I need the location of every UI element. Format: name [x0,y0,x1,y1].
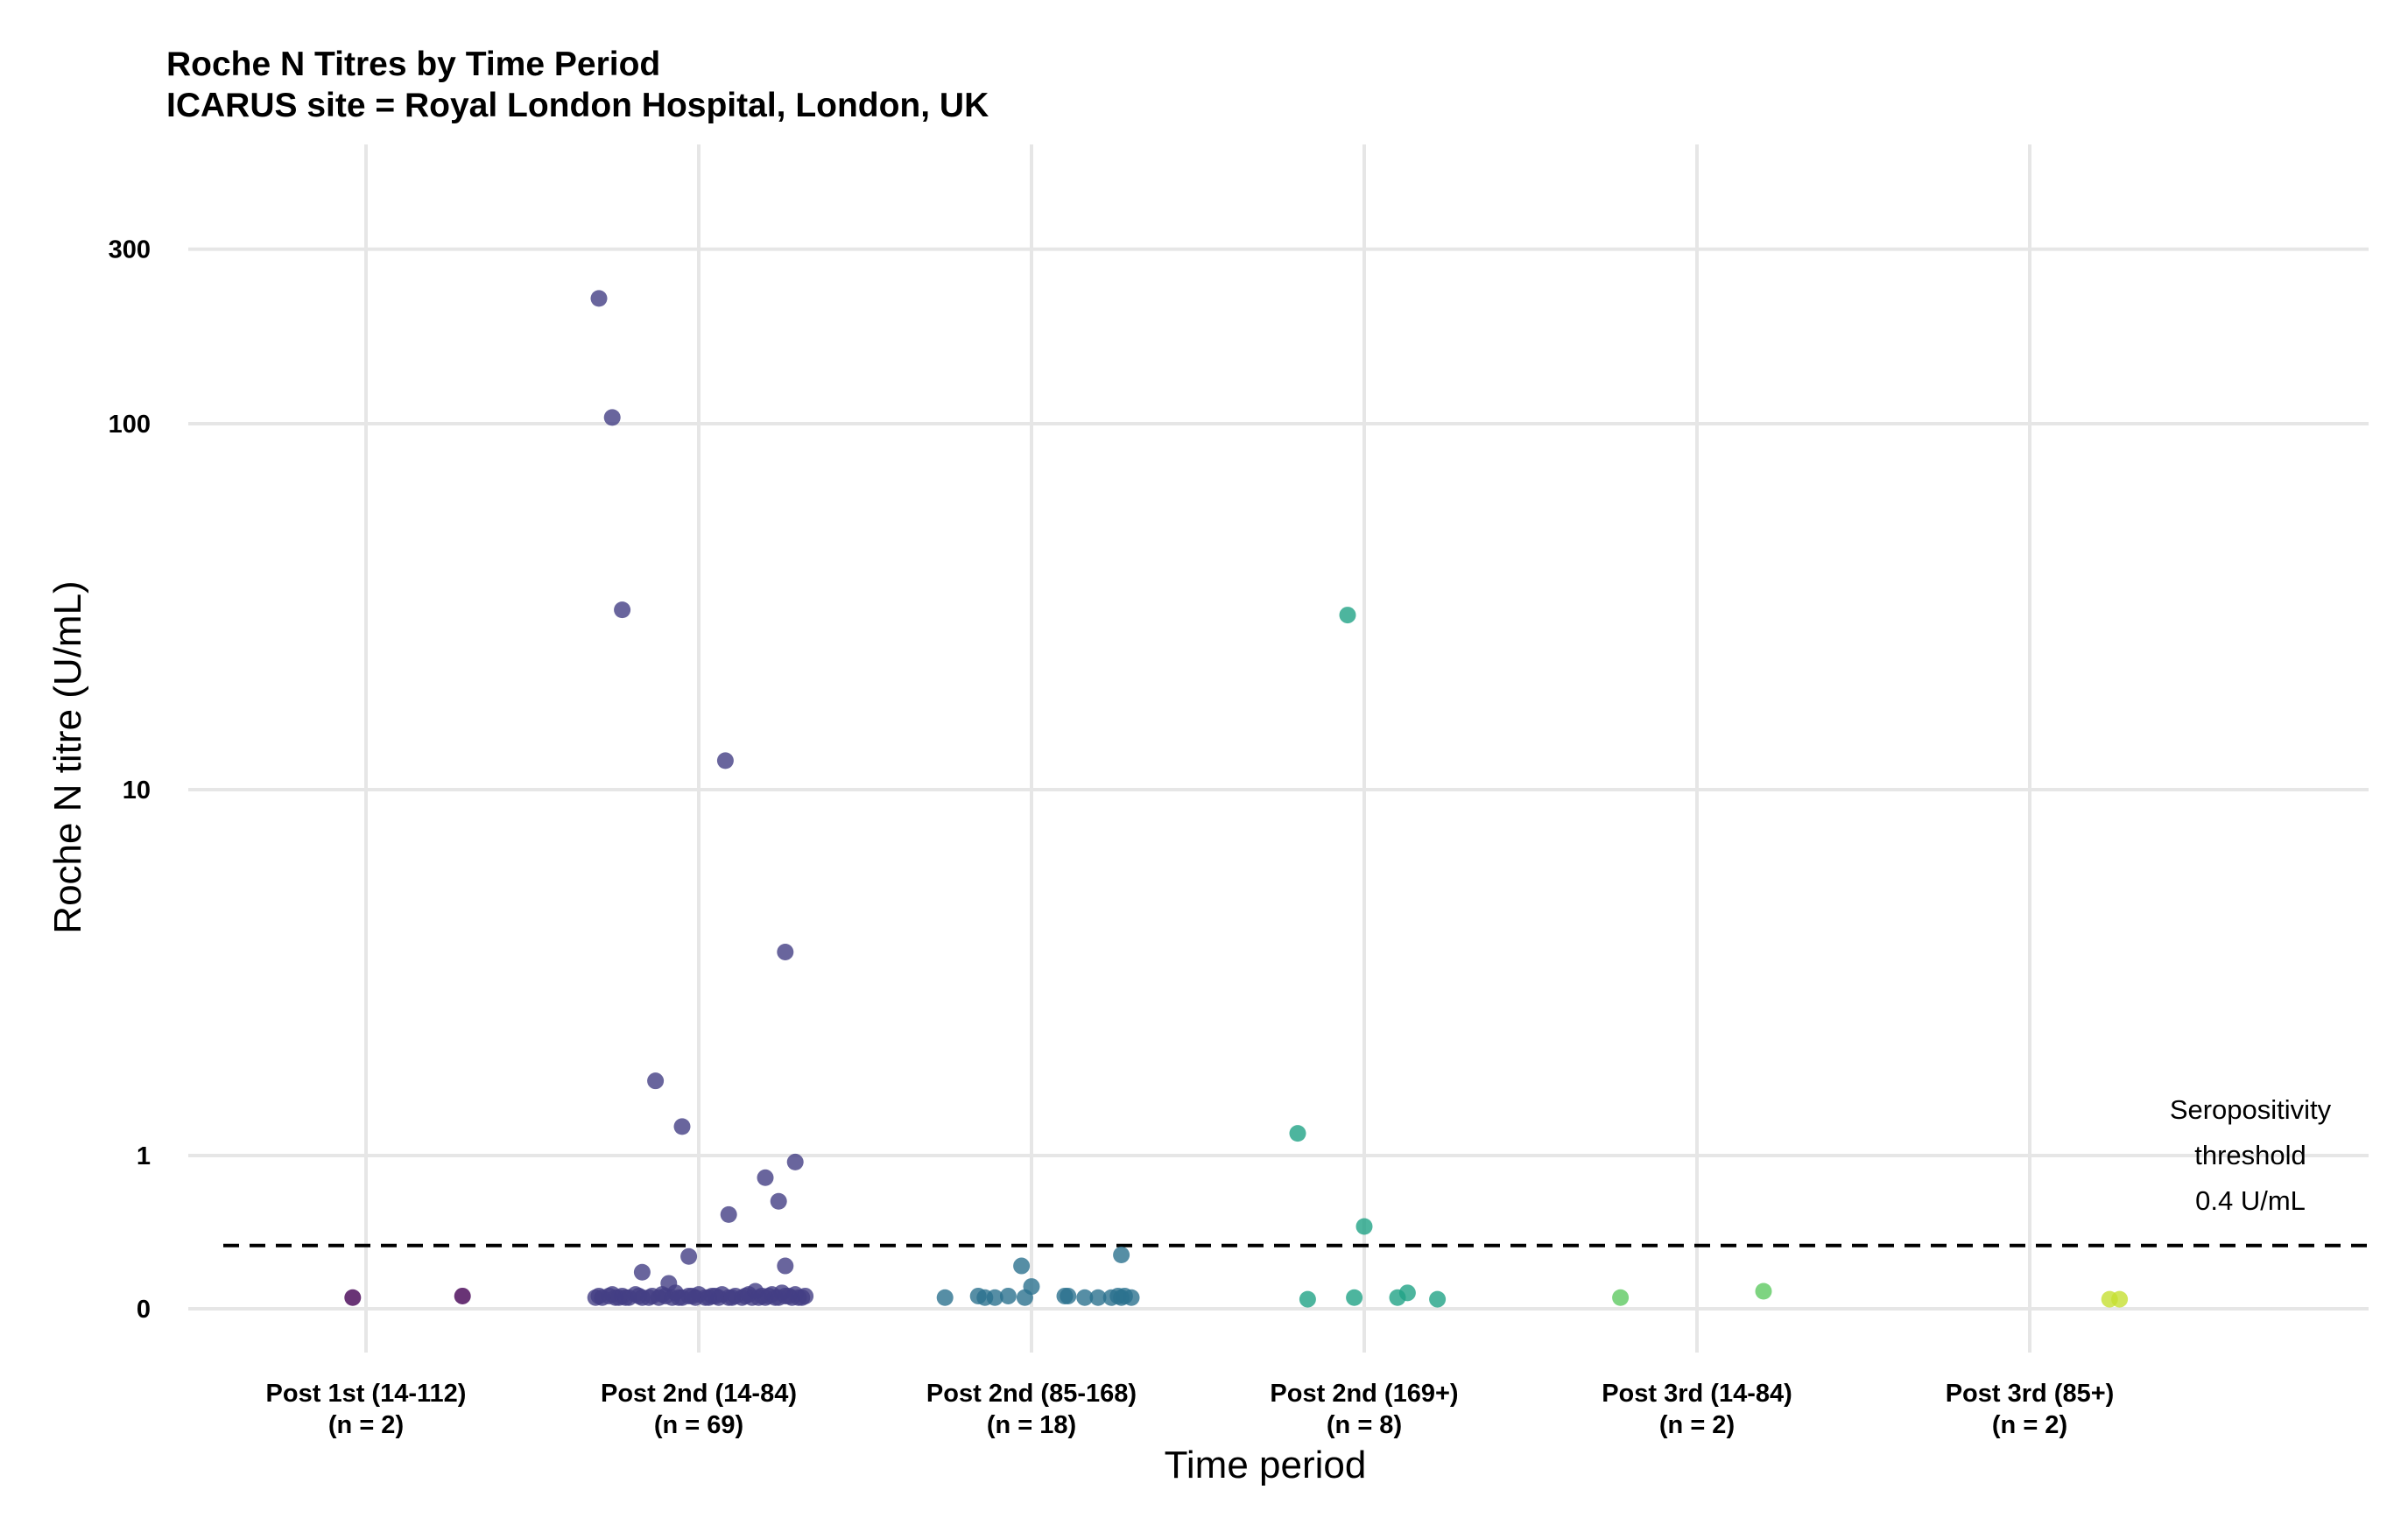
data-point [590,290,608,307]
data-point [1398,1284,1416,1302]
x-tick-label: Post 2nd (85-168) [926,1380,1137,1408]
data-point [454,1287,471,1304]
x-tick-count-label: (n = 2) [1992,1411,2067,1439]
threshold-label-line: threshold [2194,1140,2306,1170]
data-point [1755,1283,1772,1300]
grid-lines [188,144,2369,1353]
chart-subtitle: ICARUS site = Royal London Hospital, Lon… [166,87,989,124]
data-point [1299,1290,1316,1308]
data-point [683,1287,701,1304]
data-point [670,1289,687,1306]
data-point [1076,1289,1094,1306]
y-tick-label: 100 [109,411,151,439]
data-point [1013,1257,1031,1275]
data-point [986,1289,1003,1306]
data-point [786,1153,804,1170]
data-point [1429,1290,1447,1308]
y-tick-label: 1 [137,1142,151,1170]
data-point [647,1072,665,1090]
threshold-label-line: Seropositivity [2170,1094,2332,1125]
x-tick-labels: Post 1st (14-112) (n = 2) Post 2nd (14-84)… [266,1380,2115,1439]
y-tick-label: 10 [123,777,151,805]
data-point [1346,1289,1363,1306]
chart-title-block: Roche N Titres by Time Period ICARUS sit… [166,44,989,126]
data-point [1355,1218,1373,1235]
data-point [680,1247,698,1265]
data-point [936,1289,954,1306]
x-tick-count-label: (n = 69) [654,1411,743,1439]
y-tick-labels: 0 1 10 100 300 [109,236,151,1324]
y-axis-title: Roche N titre (U/mL) [46,580,89,933]
data-point [707,1287,724,1304]
x-tick-count-label: (n = 18) [987,1411,1076,1439]
x-tick-count-label: (n = 2) [1659,1411,1735,1439]
data-point [344,1289,362,1306]
data-point [999,1287,1017,1304]
data-point [720,1205,737,1223]
x-tick-label: Post 3rd (14-84) [1602,1380,1792,1408]
data-point [770,1192,787,1210]
data-point [1339,607,1356,624]
threshold-label-line: 0.4 U/mL [2195,1185,2306,1216]
threshold-label: Seropositivity threshold 0.4 U/mL [2170,1094,2332,1216]
x-tick-label: Post 2nd (14-84) [601,1380,797,1408]
data-point [716,752,734,770]
data-point [614,601,631,619]
y-tick-label: 0 [137,1296,151,1324]
data-point [1089,1289,1107,1306]
data-point [1023,1278,1040,1296]
data-point [1113,1246,1130,1263]
data-points [344,290,2129,1308]
data-point [610,1289,628,1306]
x-tick-label: Post 1st (14-112) [266,1380,467,1408]
data-point [1123,1289,1140,1306]
x-tick-label: Post 2nd (169+) [1270,1380,1458,1408]
chart-title: Roche N Titres by Time Period [166,46,661,83]
y-tick-label: 300 [109,236,151,264]
data-point [653,1286,671,1304]
data-point [673,1118,691,1135]
data-point [603,409,621,426]
x-tick-count-label: (n = 8) [1327,1411,1402,1439]
x-axis-title: Time period [1165,1444,1367,1486]
data-point [633,1263,651,1281]
data-point [777,943,794,960]
data-point [1060,1287,1077,1304]
data-point [757,1169,774,1186]
data-point [1612,1289,1630,1306]
data-point [797,1287,814,1304]
data-point [2111,1290,2129,1308]
x-tick-label: Post 3rd (85+) [1946,1380,2115,1408]
data-point [590,1287,608,1304]
x-tick-count-label: (n = 2) [328,1411,404,1439]
data-point [1289,1125,1306,1142]
data-point [777,1257,794,1275]
data-point [723,1289,741,1306]
data-point [640,1289,658,1306]
